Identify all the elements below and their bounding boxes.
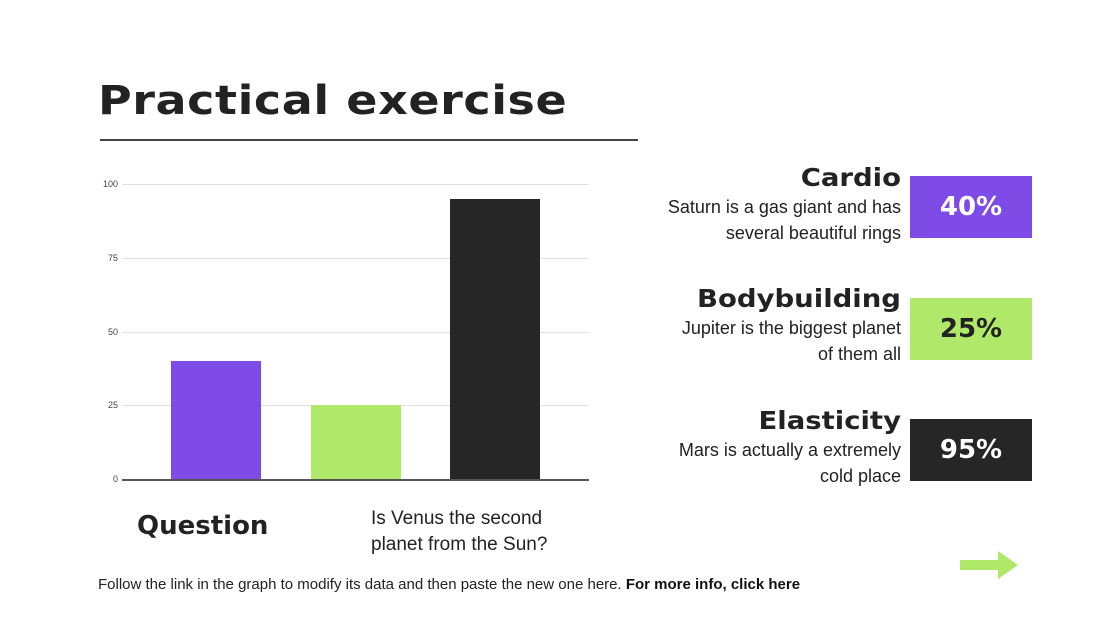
item-desc: Mars is actually a extremely cold place: [601, 437, 901, 489]
item-desc-line: Saturn is a gas giant and has: [667, 197, 901, 217]
title-divider: [100, 139, 638, 141]
gridline-100: [122, 184, 589, 185]
bar-cardio: [171, 361, 261, 479]
item-bodybuilding: Bodybuilding Jupiter is the biggest plan…: [601, 285, 901, 367]
y-tick: 100: [102, 179, 118, 189]
question-text-line: planet from the Sun?: [371, 534, 548, 555]
percent-badge-elasticity: 95%: [910, 419, 1032, 481]
footer-instructions: Follow the link in the graph to modify i…: [98, 576, 800, 593]
item-elasticity: Elasticity Mars is actually a extremely …: [601, 407, 901, 489]
item-desc-line: cold place: [819, 466, 901, 486]
y-tick: 75: [107, 253, 118, 263]
bar-bodybuilding: [311, 405, 401, 479]
item-desc: Saturn is a gas giant and has several be…: [601, 194, 901, 246]
item-desc-line: Mars is actually a extremely: [678, 440, 901, 460]
arrow-right-icon[interactable]: [960, 551, 1020, 579]
percent-badge-bodybuilding: 25%: [910, 298, 1032, 360]
question-text-line: Is Venus the second: [371, 508, 543, 529]
gridline-50: [122, 332, 589, 333]
item-title: Cardio: [800, 163, 901, 192]
footer-text: Follow the link in the graph to modify i…: [98, 576, 626, 593]
item-title: Elasticity: [758, 406, 901, 435]
y-tick: 0: [112, 474, 118, 484]
item-desc: Jupiter is the biggest planet of them al…: [601, 315, 901, 367]
item-title: Bodybuilding: [697, 284, 901, 313]
y-tick: 50: [107, 327, 118, 337]
more-info-link[interactable]: For more info, click here: [625, 576, 801, 593]
y-tick: 25: [107, 400, 118, 410]
bar-elasticity: [450, 198, 540, 479]
percent-badge-cardio: 40%: [910, 176, 1032, 238]
page-title: Practical exercise: [98, 78, 568, 124]
item-desc-line: of them all: [817, 344, 901, 364]
question-label: Question: [137, 511, 269, 541]
gridline-75: [122, 258, 589, 259]
item-desc-line: several beautiful rings: [725, 223, 901, 243]
question-text: Is Venus the second planet from the Sun?: [371, 506, 547, 558]
bar-chart[interactable]: 100 75 50 25 0: [90, 170, 600, 490]
item-cardio: Cardio Saturn is a gas giant and has sev…: [601, 164, 901, 246]
item-desc-line: Jupiter is the biggest planet: [681, 318, 901, 338]
x-axis-baseline: [122, 479, 589, 481]
